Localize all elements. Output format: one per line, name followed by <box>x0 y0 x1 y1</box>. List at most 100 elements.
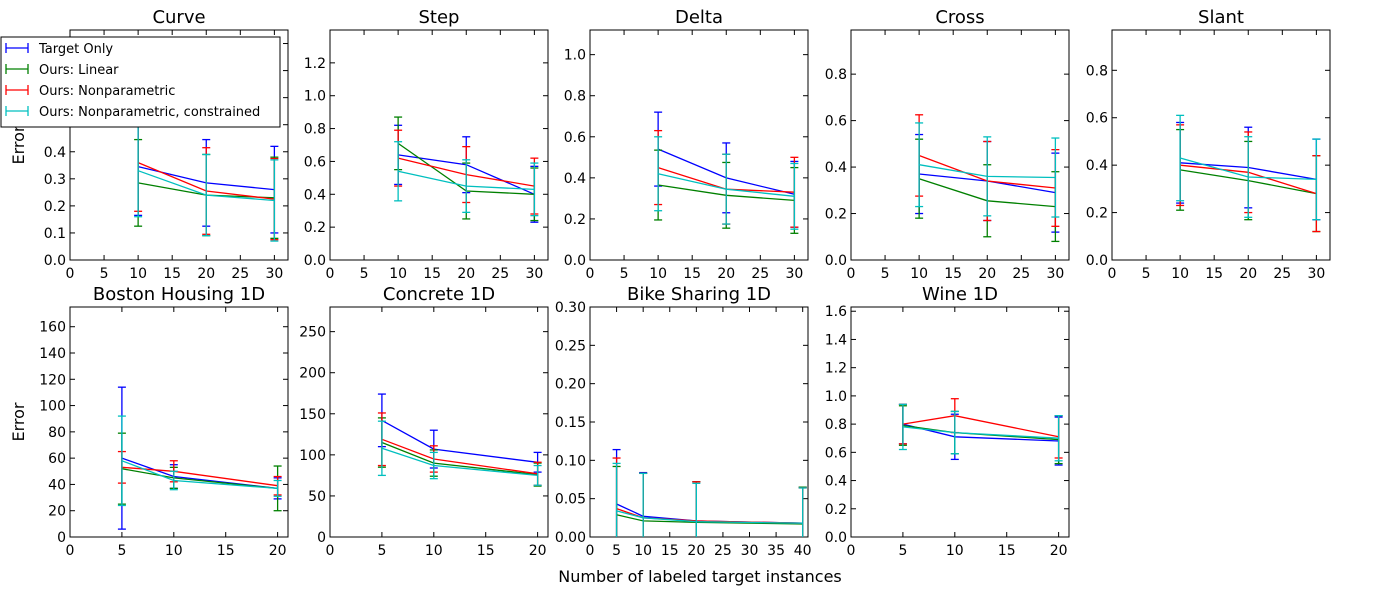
y-tick-label: 200 <box>299 366 326 382</box>
series-line <box>616 510 803 524</box>
y-tick-label: 0.6 <box>564 130 586 146</box>
x-tick-label: 10 <box>425 543 443 559</box>
y-tick-label: 160 <box>39 320 66 336</box>
subplot-title: Concrete 1D <box>383 284 495 305</box>
subplot-1: Step 0 5 10 15 20 25 30 0.0 0.2 0.4 0.6 0.8 1.0 1.2 <box>304 7 549 282</box>
x-tick-label: 20 <box>687 543 705 559</box>
y-tick-label: 0.0 <box>44 253 66 269</box>
x-tick-label: 15 <box>163 266 181 282</box>
subplot-title: Slant <box>1198 7 1244 28</box>
legend-label: Target Only <box>38 42 113 57</box>
x-tick-label: 20 <box>717 266 735 282</box>
y-tick-label: 0.6 <box>825 445 847 461</box>
x-tick-label: 20 <box>269 543 287 559</box>
y-tick-label: 0.0 <box>564 253 586 269</box>
y-tick-label: 1.2 <box>825 361 847 377</box>
series-3 <box>394 141 539 217</box>
y-tick-label: 0.1 <box>44 226 66 242</box>
legend: Target Only Ours: Linear Ours: Nonparametr… <box>0 36 281 128</box>
y-tick-label: 0.4 <box>304 187 326 203</box>
x-tick-label: 15 <box>1205 266 1223 282</box>
plot-area <box>612 448 807 537</box>
series-1 <box>117 432 282 512</box>
plot-area <box>117 386 282 530</box>
axes-frame <box>589 306 809 538</box>
y-tick-label: 0.4 <box>825 160 847 176</box>
x-tick-label: 25 <box>231 266 249 282</box>
y-tick-label: 0.0 <box>304 253 326 269</box>
y-tick-label: 60 <box>48 451 66 467</box>
x-tick-label: 30 <box>785 266 803 282</box>
y-axis-label: Error <box>9 125 28 164</box>
y-tick-label: 0.0 <box>825 253 847 269</box>
y-tick-label: 0.25 <box>555 338 586 354</box>
x-tick-label: 5 <box>360 266 369 282</box>
legend-label: Ours: Nonparametric, constrained <box>39 105 260 120</box>
x-tick-label: 10 <box>910 266 928 282</box>
y-tick-label: 0.4 <box>44 145 66 161</box>
y-tick-label: 0 <box>317 530 326 546</box>
series-3 <box>898 403 1063 462</box>
x-tick-label: 20 <box>457 266 475 282</box>
series-3 <box>654 136 799 230</box>
x-tick-label: 10 <box>634 543 652 559</box>
x-tick-label: 15 <box>661 543 679 559</box>
plot-area <box>377 393 542 487</box>
y-tick-label: 0.4 <box>564 171 586 187</box>
y-tick-label: 1.4 <box>825 332 847 348</box>
x-tick-label: 5 <box>620 266 629 282</box>
plot-area <box>915 114 1060 243</box>
axes-frame <box>69 306 289 538</box>
x-tick-label: 20 <box>197 266 215 282</box>
subplot-title: Bike Sharing 1D <box>627 284 771 305</box>
axes-frame <box>69 29 289 261</box>
axes-frame <box>329 306 549 538</box>
axes-frame <box>589 29 809 261</box>
series-3 <box>915 122 1060 218</box>
x-tick-label: 5 <box>377 543 386 559</box>
y-tick-label: 80 <box>48 425 66 441</box>
x-tick-label: 5 <box>117 543 126 559</box>
legend-entry: Target Only <box>5 42 113 57</box>
y-tick-label: 0.2 <box>825 502 847 518</box>
y-tick-label: 0.8 <box>564 89 586 105</box>
x-tick-label: 25 <box>1012 266 1030 282</box>
legend-box <box>0 36 281 128</box>
plot-area <box>134 113 279 242</box>
subplot-title: Curve <box>152 7 205 28</box>
series-3 <box>1176 114 1321 221</box>
series-line <box>121 468 278 490</box>
x-tick-label: 15 <box>217 543 235 559</box>
y-tick-label: 100 <box>299 448 326 464</box>
x-tick-label: 10 <box>946 543 964 559</box>
series-2 <box>377 412 542 486</box>
y-tick-label: 1.0 <box>825 389 847 405</box>
subplot-2: Delta 0 5 10 15 20 25 30 0.0 0.2 0.4 0.6 0.8 1.0 <box>564 7 809 282</box>
y-tick-label: 0.8 <box>825 417 847 433</box>
y-tick-label: 0.20 <box>555 377 586 393</box>
plot-area <box>394 116 539 223</box>
series-0 <box>377 393 542 473</box>
y-tick-label: 0.05 <box>555 492 586 508</box>
axes-frame <box>329 29 549 261</box>
x-tick-label: 25 <box>491 266 509 282</box>
series-3 <box>117 415 282 507</box>
x-tick-label: 15 <box>423 266 441 282</box>
x-tick-label: 5 <box>612 543 621 559</box>
x-tick-label: 40 <box>794 543 812 559</box>
x-tick-label: 20 <box>529 543 547 559</box>
subplot-title: Cross <box>935 7 984 28</box>
x-tick-label: 10 <box>165 543 183 559</box>
x-tick-label: 25 <box>714 543 732 559</box>
y-tick-label: 1.2 <box>304 56 326 72</box>
x-tick-label: 0 <box>847 266 856 282</box>
x-tick-label: 15 <box>944 266 962 282</box>
y-tick-label: 0.6 <box>1086 111 1108 127</box>
axes-frame <box>850 29 1070 261</box>
subplot-title: Wine 1D <box>922 284 998 305</box>
y-tick-label: 100 <box>39 399 66 415</box>
series-1 <box>898 405 1063 465</box>
series-2 <box>117 450 282 496</box>
